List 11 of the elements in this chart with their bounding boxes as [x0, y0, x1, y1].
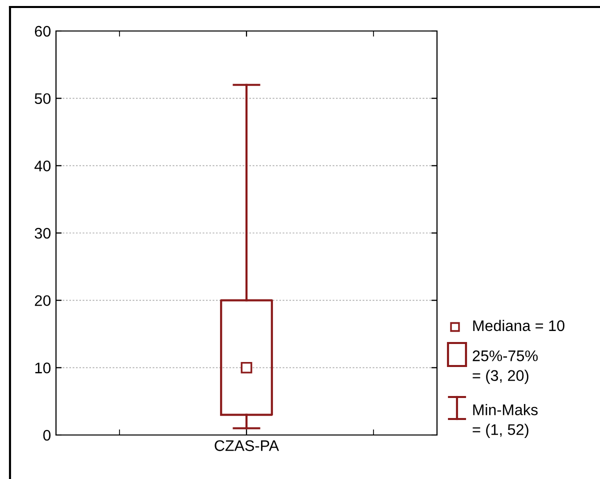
y-tick-label: 10: [35, 362, 51, 374]
x-tick-label: CZAS-PA: [214, 440, 280, 452]
text: 25%-75% = (3, 20): [472, 350, 538, 384]
text: Min-Maks = (1, 52): [472, 404, 538, 438]
y-tick-label: 20: [34, 295, 51, 306]
y-tick-label: 0: [43, 430, 51, 441]
text: Mediana = 10: [473, 320, 564, 332]
y-tick-label: 30: [34, 228, 51, 239]
y-tick-label: 40: [34, 160, 51, 172]
y-tick-label: 50: [34, 93, 51, 104]
y-tick-label: 60: [34, 26, 51, 37]
